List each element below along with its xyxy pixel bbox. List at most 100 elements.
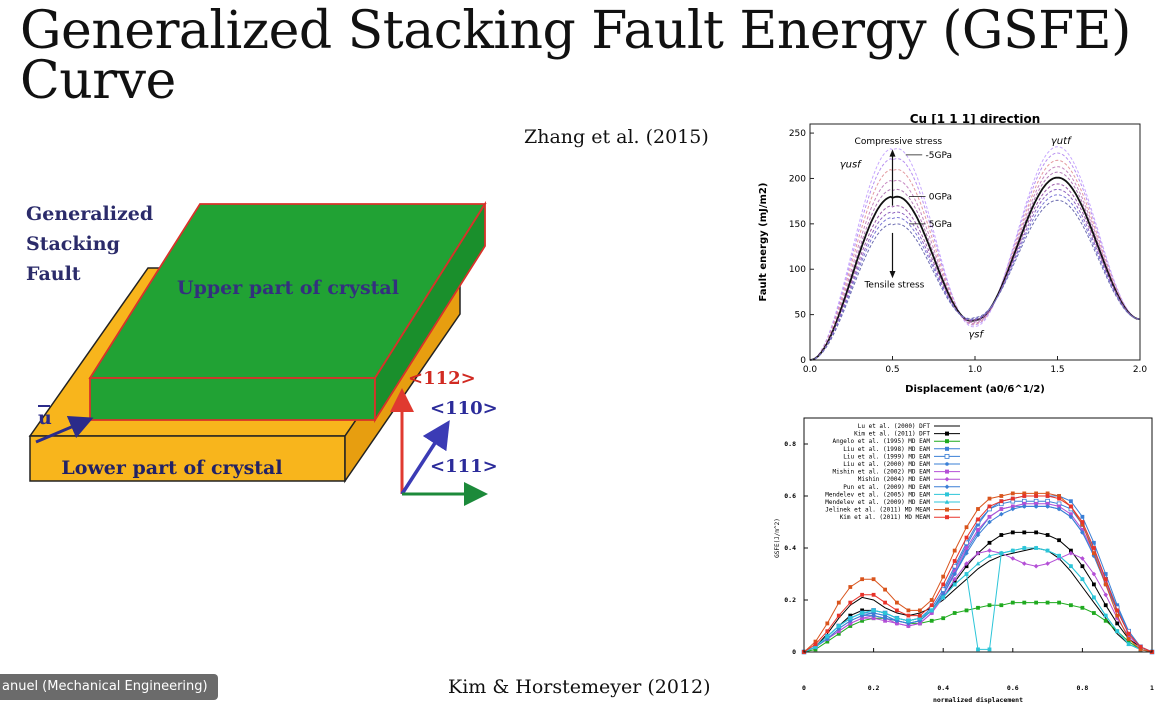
chart1-xtick-label: 1.5 <box>1050 365 1064 375</box>
chart2-data-point <box>871 592 876 597</box>
chart2-data-point <box>883 587 887 592</box>
chart2-data-point <box>1069 499 1073 504</box>
chart2-ytick-label: 0 <box>792 648 796 656</box>
chart2-legend-label: Mishin et al. (2002) MD EAM <box>832 469 930 476</box>
chart2-data-point <box>1091 611 1096 615</box>
chart2-data-point <box>964 550 969 556</box>
chart2-data-point <box>883 600 887 605</box>
chart2-data-point <box>941 574 946 579</box>
chart2-data-point <box>976 647 980 652</box>
chart2-data-point <box>999 499 1004 504</box>
chart2-data-point <box>1045 600 1050 605</box>
chart2-data-point <box>917 618 923 624</box>
chart2-legend-marker <box>944 499 950 504</box>
chart2-data-point <box>848 624 853 628</box>
chart2-data-point <box>1080 527 1085 532</box>
chart2-data-point <box>1080 530 1085 535</box>
chart2-data-point <box>836 600 841 605</box>
chart1-tensile-label: Tensile stress <box>863 280 924 290</box>
chart1-ytick-label: 250 <box>789 129 806 139</box>
chart2-data-point <box>987 540 992 545</box>
chart2-data-point <box>1126 637 1131 641</box>
chart2-data-point <box>941 582 946 587</box>
chart2-data-point <box>917 613 922 618</box>
chart2-data-point <box>1115 621 1120 626</box>
chart2-data-point <box>1080 514 1085 519</box>
chart2-data-point <box>941 590 946 595</box>
chart2-data-point <box>1115 613 1120 618</box>
chart2-data-point <box>975 561 981 566</box>
lower-crystal-label: Lower part of crystal <box>61 457 282 479</box>
chart2-data-point <box>976 522 980 527</box>
chart2-data-point <box>825 634 830 639</box>
chart2-data-point <box>987 603 992 608</box>
gsf-label-line1: Generalized <box>26 203 153 225</box>
chart2-data-point <box>1022 600 1027 605</box>
chart2-series-line <box>803 547 1153 653</box>
citation-zhang: Zhang et al. (2015) <box>524 126 709 148</box>
chart2-data-point <box>895 600 899 605</box>
chart2-data-point <box>1045 501 1050 506</box>
chart2-data-point <box>952 566 957 571</box>
chart2-data-point <box>999 603 1004 608</box>
chart2-data-point <box>1115 603 1120 608</box>
displacement-vector-label: u <box>38 407 52 429</box>
displacement-vector-arrow <box>35 415 94 444</box>
chart2-data-point <box>1056 506 1062 512</box>
chart2-data-point <box>987 496 992 501</box>
chart2-data-point <box>1056 556 1062 561</box>
chart2-data-point <box>987 553 992 558</box>
chart2-data-point <box>952 582 957 587</box>
chart2-data-point <box>894 615 900 620</box>
chart2-data-point <box>964 608 969 613</box>
chart2-data-point <box>836 631 841 636</box>
chart2-data-point <box>964 564 969 569</box>
chart2-data-point <box>1010 600 1015 605</box>
chart2-data-point <box>1034 494 1039 498</box>
chart2-data-point <box>1138 644 1143 649</box>
chart2-ylabel: GSFE(J/m^2) <box>774 518 781 558</box>
chart2-data-point <box>1091 546 1096 550</box>
chart2-data-point <box>1069 603 1073 608</box>
chart2-data-point <box>1045 494 1050 498</box>
upper-crystal-front <box>89 377 376 421</box>
chart1-pressure-label: 0GPa <box>929 193 952 203</box>
chart2-data-point <box>906 608 911 613</box>
chart2-data-point <box>1057 496 1061 501</box>
chart2-data-point <box>871 577 876 582</box>
chart2-data-point <box>976 527 980 532</box>
upper-crystal-label: Upper part of crystal <box>177 277 399 299</box>
slide-title: Generalized Stacking Fault Energy (GSFE)… <box>20 5 1131 107</box>
chart1-xtick-label: 2.0 <box>1133 365 1148 375</box>
chart2-data-point <box>895 608 899 613</box>
chart2-data-point <box>1021 545 1027 550</box>
chart2-data-point <box>1068 514 1074 520</box>
chart1-xtick-label: 0.0 <box>803 365 818 375</box>
chart1-ylabel: Fault energy (mJ/m2) <box>758 183 769 302</box>
chart2-data-point <box>1057 494 1061 498</box>
chart2-xlabel: normalized displacement <box>933 696 1023 704</box>
chart1-series-line <box>809 171 1141 361</box>
chart2-data-point <box>952 569 957 574</box>
chart2-xtick-label: 0.2 <box>868 684 880 692</box>
chart2-legend-marker <box>945 469 949 474</box>
chart2-data-point <box>1091 595 1097 600</box>
chart2-data-point <box>1057 538 1061 543</box>
chart1-gamma-usf: γusf <box>840 160 862 171</box>
chart2-data-point <box>1010 556 1016 561</box>
chart2-data-point <box>871 613 876 618</box>
chart2-data-point <box>813 642 818 647</box>
chart2-data-point <box>894 621 900 626</box>
chart2-data-point <box>929 598 934 602</box>
chart2-data-point <box>1033 504 1039 509</box>
chart1-tensile-arrowhead <box>889 271 896 279</box>
chart2-ytick-label: 0.4 <box>784 544 796 552</box>
chart2-data-point <box>964 543 969 548</box>
chart2-data-point <box>1080 556 1085 561</box>
chart2-data-point <box>906 618 911 623</box>
chart2-data-point <box>1021 504 1027 509</box>
chart2-xtick-label: 0 <box>802 684 806 692</box>
chart2-data-point <box>975 550 981 556</box>
chart2-data-point <box>999 511 1004 517</box>
chart1-series-line <box>809 159 1141 361</box>
